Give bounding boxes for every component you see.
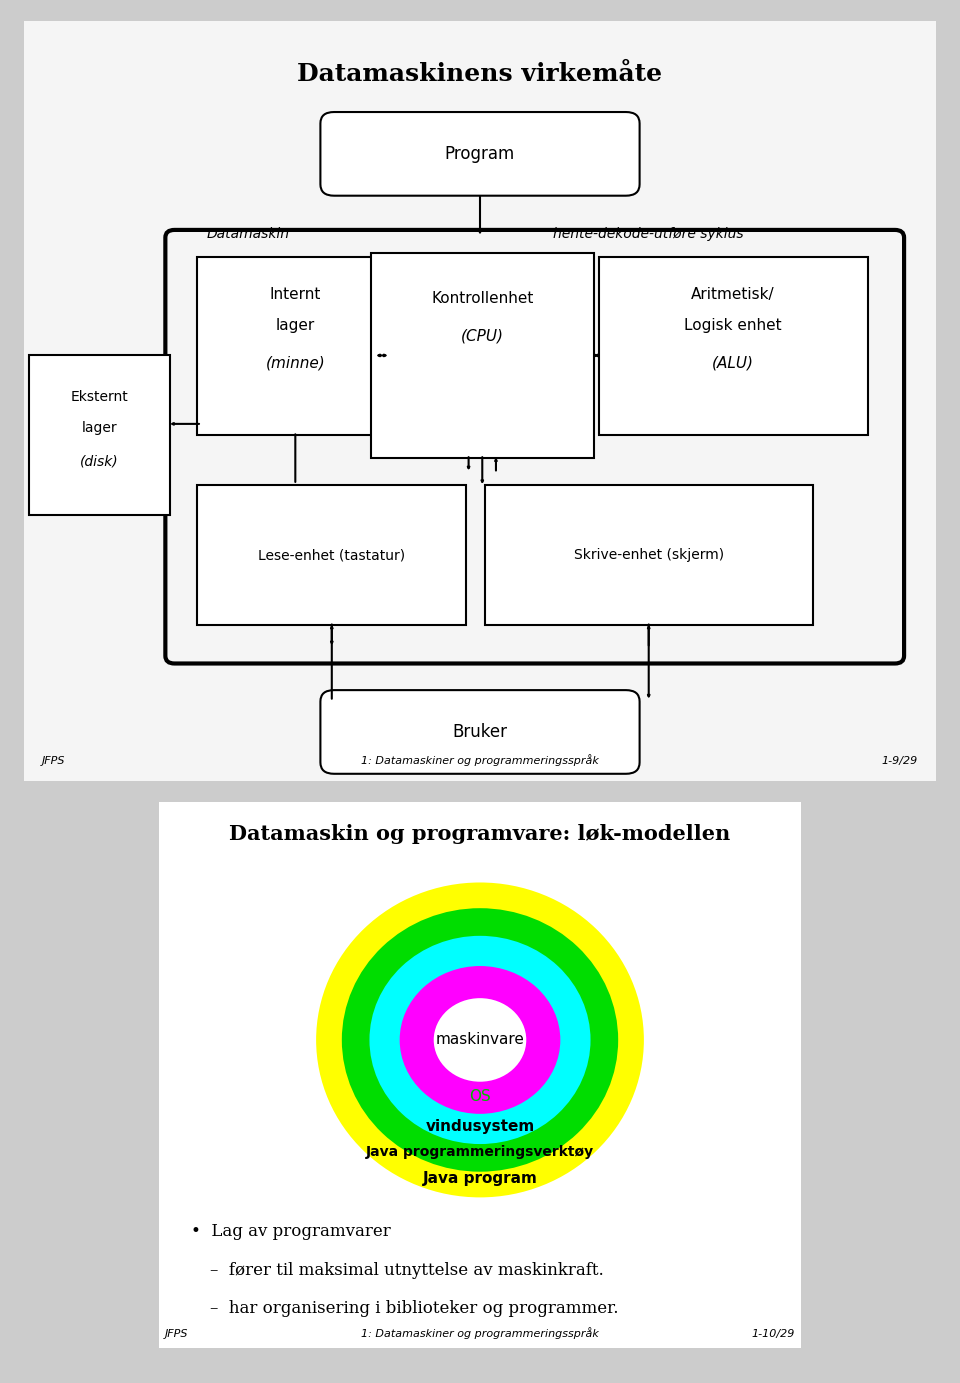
- Ellipse shape: [399, 965, 561, 1113]
- Text: Java programmeringsverktøy: Java programmeringsverktøy: [366, 1145, 594, 1159]
- Text: Internt: Internt: [270, 288, 321, 301]
- Text: JFPS: JFPS: [165, 1329, 188, 1339]
- Text: Logisk enhet: Logisk enhet: [684, 318, 781, 332]
- Text: hente-dekode-utføre syklus: hente-dekode-utføre syklus: [553, 227, 744, 241]
- Text: Aritmetisk/: Aritmetisk/: [691, 288, 775, 301]
- FancyBboxPatch shape: [321, 690, 639, 774]
- Text: lager: lager: [82, 420, 117, 434]
- Text: Bruker: Bruker: [452, 723, 508, 741]
- FancyBboxPatch shape: [146, 790, 814, 1361]
- Text: Lese-enhet (tastatur): Lese-enhet (tastatur): [258, 548, 405, 561]
- Text: maskinvare: maskinvare: [436, 1033, 524, 1047]
- FancyBboxPatch shape: [485, 484, 813, 625]
- Text: 1-9/29: 1-9/29: [881, 757, 918, 766]
- Text: 1-10/29: 1-10/29: [752, 1329, 795, 1339]
- Text: (minne): (minne): [266, 355, 325, 371]
- FancyBboxPatch shape: [11, 14, 949, 792]
- Text: OS: OS: [469, 1088, 491, 1104]
- Text: (CPU): (CPU): [461, 329, 504, 344]
- Text: –  fører til maksimal utnyttelse av maskinkraft.: – fører til maksimal utnyttelse av maski…: [210, 1261, 604, 1279]
- FancyBboxPatch shape: [29, 355, 170, 516]
- Text: Skrive-enhet (skjerm): Skrive-enhet (skjerm): [574, 548, 724, 561]
- Text: Program: Program: [444, 145, 516, 163]
- Text: Eksternt: Eksternt: [70, 390, 128, 404]
- FancyBboxPatch shape: [599, 257, 868, 436]
- Text: Datamaskin og programvare: løk-modellen: Datamaskin og programvare: løk-modellen: [229, 824, 731, 844]
- FancyBboxPatch shape: [321, 112, 639, 196]
- Text: (ALU): (ALU): [712, 355, 754, 371]
- Text: Datamaskinens virkemåte: Datamaskinens virkemåte: [298, 62, 662, 86]
- FancyBboxPatch shape: [198, 484, 467, 625]
- Text: Kontrollenhet: Kontrollenhet: [431, 290, 534, 306]
- Text: 1: Datamaskiner og programmeringsspråk: 1: Datamaskiner og programmeringsspråk: [361, 754, 599, 766]
- FancyBboxPatch shape: [198, 257, 394, 436]
- Text: (disk): (disk): [80, 455, 118, 469]
- Text: –  har organisering i biblioteker og programmer.: – har organisering i biblioteker og prog…: [210, 1300, 618, 1317]
- Ellipse shape: [434, 999, 526, 1082]
- Text: Datamaskin: Datamaskin: [206, 227, 289, 241]
- Text: •  Lag av programvarer: • Lag av programvarer: [191, 1223, 391, 1241]
- Ellipse shape: [370, 936, 590, 1144]
- Text: 1: Datamaskiner og programmeringsspråk: 1: Datamaskiner og programmeringsspråk: [361, 1326, 599, 1339]
- Text: JFPS: JFPS: [42, 757, 65, 766]
- Text: lager: lager: [276, 318, 315, 332]
- Text: Java program: Java program: [422, 1170, 538, 1185]
- Text: vindusystem: vindusystem: [425, 1119, 535, 1134]
- Ellipse shape: [316, 882, 644, 1198]
- FancyBboxPatch shape: [371, 253, 594, 458]
- FancyBboxPatch shape: [165, 230, 904, 664]
- Ellipse shape: [342, 909, 618, 1171]
